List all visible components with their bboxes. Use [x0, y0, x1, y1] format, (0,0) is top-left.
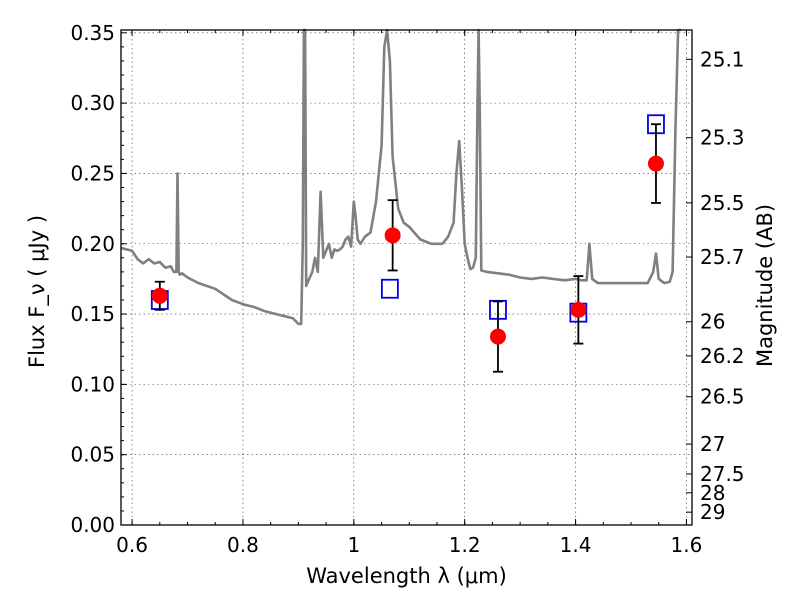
- y-tick-label: 0.05: [70, 443, 115, 467]
- observed-point: [151, 287, 168, 304]
- model-photometry-square: [380, 278, 399, 299]
- x-tick-label: 1.4: [560, 533, 592, 557]
- x-tick-label: 0.6: [116, 533, 148, 557]
- observed-point: [384, 227, 401, 244]
- magnitude-tick-label: 29: [700, 500, 725, 524]
- y-tick-label: 0.35: [70, 21, 115, 45]
- magnitude-tick-label: 28: [700, 481, 725, 505]
- magnitude-tick-label: 25.3: [700, 126, 745, 150]
- y-tick-label: 0.25: [70, 161, 115, 185]
- x-axis-title: Wavelength λ (μm): [306, 564, 507, 588]
- observed-point: [647, 155, 664, 172]
- magnitude-tick-label: 27: [700, 432, 725, 456]
- magnitude-tick-label: 25.1: [700, 47, 745, 71]
- magnitude-axis-title: Magnitude (AB): [753, 204, 777, 367]
- magnitude-tick-label: 26.2: [700, 344, 745, 368]
- magnitude-tick-label: 26: [700, 310, 725, 334]
- observed-point: [570, 301, 587, 318]
- plot-series: [120, 28, 681, 373]
- observed-point: [489, 328, 506, 345]
- y-tick-label: 0.00: [70, 513, 115, 537]
- magnitude-tick-label: 27.5: [700, 462, 745, 486]
- grid: [121, 30, 692, 526]
- magnitude-tick-label: 25.7: [700, 245, 745, 269]
- y-axis-title: Flux F_ν ( μJy ): [25, 215, 50, 368]
- y-tick-label: 0.30: [70, 91, 115, 115]
- plot-frame: [120, 29, 693, 526]
- magnitude-tick-label: 26.5: [700, 385, 745, 409]
- x-tick-label: 1.2: [449, 533, 481, 557]
- axes: 0.6 0.8 1 1.2 1.4 1.6 0.00 0.05 0.10 0.15 0.20 0.25…: [70, 21, 744, 557]
- x-tick-label: 1.6: [671, 533, 703, 557]
- y-tick-label: 0.15: [70, 302, 115, 326]
- y-tick-label: 0.10: [70, 372, 115, 396]
- x-tick-label: 1: [347, 533, 360, 557]
- x-tick-label: 0.8: [227, 533, 259, 557]
- model-spectrum-line: [120, 28, 681, 326]
- magnitude-tick-label: 25.5: [700, 191, 745, 215]
- y-tick-label: 0.20: [70, 232, 115, 256]
